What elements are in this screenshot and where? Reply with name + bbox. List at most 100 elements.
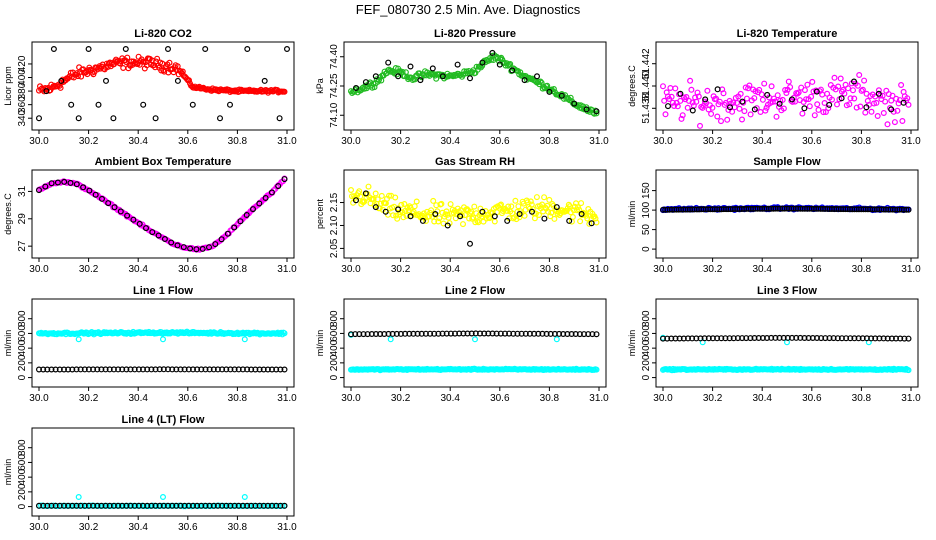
panel-title: Line 2 Flow xyxy=(445,285,505,297)
data-point-reference xyxy=(414,330,421,337)
data-point-reference xyxy=(58,77,65,84)
data-point-reference xyxy=(905,206,912,213)
data-point-reference xyxy=(206,502,213,509)
data-point-reference xyxy=(94,502,101,509)
data-point-reference xyxy=(277,366,284,373)
data-point-primary xyxy=(400,214,407,221)
panel-title: Ambient Box Temperature xyxy=(95,156,232,168)
data-point-reference xyxy=(514,330,521,337)
panel-title: Sample Flow xyxy=(753,156,821,168)
y-tick-label: 800 xyxy=(641,310,652,327)
data-point-primary xyxy=(856,71,863,78)
data-point-reference xyxy=(127,502,134,509)
data-point-reference xyxy=(353,197,360,204)
data-point-primary xyxy=(884,121,891,128)
data-point-primary xyxy=(438,200,445,207)
data-point-reference xyxy=(801,335,808,342)
marks-line1-flow xyxy=(35,328,288,373)
data-point-primary xyxy=(593,110,600,117)
data-point-reference xyxy=(780,334,787,341)
x-tick-label: 30.4 xyxy=(440,393,460,404)
data-point-reference xyxy=(140,366,147,373)
data-point-reference xyxy=(583,106,590,113)
x-tick-label: 30.6 xyxy=(178,522,198,533)
data-point-primary xyxy=(747,111,754,118)
y-axis-label: degrees.C xyxy=(627,65,637,107)
data-point-primary xyxy=(861,77,868,84)
data-point-reference xyxy=(160,502,167,509)
data-point-primary xyxy=(851,95,858,102)
data-point-reference xyxy=(250,206,257,213)
data-point-reference xyxy=(535,330,542,337)
data-point-primary-dips xyxy=(553,336,560,343)
data-point-primary xyxy=(474,218,481,225)
data-point-reference xyxy=(502,330,509,337)
data-point-reference xyxy=(479,59,486,66)
data-point-primary xyxy=(704,87,711,94)
data-point-reference xyxy=(173,502,180,509)
x-tick-label: 30.0 xyxy=(653,136,673,147)
data-point-primary xyxy=(505,203,512,210)
data-point-primary xyxy=(720,90,727,97)
y-tick-label: 2.10 xyxy=(329,215,340,235)
data-point-primary xyxy=(811,112,818,119)
data-point-primary xyxy=(661,97,668,104)
y-tick-label: 0 xyxy=(641,374,652,380)
y-tick-label: 400 xyxy=(17,468,28,485)
y-tick-label: 2.15 xyxy=(329,192,340,212)
data-point-primary xyxy=(371,84,378,91)
data-point-reference xyxy=(467,240,474,247)
x-tick-label: 30.2 xyxy=(391,393,411,404)
data-point-reference xyxy=(227,101,234,108)
x-tick-label: 30.2 xyxy=(79,264,99,275)
data-point-reference xyxy=(123,366,130,373)
data-point-reference xyxy=(144,366,151,373)
data-point-reference xyxy=(402,330,409,337)
data-point-reference xyxy=(42,183,49,190)
data-point-reference xyxy=(382,208,389,215)
data-point-reference xyxy=(173,366,180,373)
data-point-reference xyxy=(237,218,244,225)
plot-frame xyxy=(343,41,607,131)
data-point-primary xyxy=(426,213,433,220)
data-point-primary xyxy=(717,118,724,125)
data-point-reference xyxy=(127,366,134,373)
data-point-reference xyxy=(427,330,434,337)
data-point-primary xyxy=(714,113,721,120)
data-point-primary xyxy=(507,60,514,67)
x-tick-label: 30.4 xyxy=(128,522,148,533)
panel-title: Line 3 Flow xyxy=(757,285,817,297)
data-point-reference xyxy=(115,366,122,373)
data-point-reference xyxy=(185,502,192,509)
x-tick-label: 30.0 xyxy=(29,522,49,533)
data-point-primary xyxy=(73,70,80,77)
data-point-primary xyxy=(899,117,906,124)
data-point-primary xyxy=(724,116,731,123)
data-point-reference xyxy=(73,366,80,373)
data-point-primary xyxy=(709,104,716,111)
marks-sample-flow xyxy=(659,204,912,214)
data-point-primary xyxy=(78,73,85,80)
data-point-primary xyxy=(541,194,548,201)
data-point-reference xyxy=(130,216,137,223)
x-tick-label: 30.2 xyxy=(703,264,723,275)
data-point-reference xyxy=(714,86,721,93)
data-point-primary xyxy=(785,78,792,85)
data-point-primary xyxy=(447,201,454,208)
x-tick-label: 30.0 xyxy=(341,136,361,147)
data-point-reference xyxy=(429,65,436,72)
data-point-primary xyxy=(136,61,143,68)
data-point-primary xyxy=(695,93,702,100)
data-point-primary xyxy=(716,98,723,105)
data-point-reference xyxy=(764,91,771,98)
data-point-reference xyxy=(198,502,205,509)
x-tick-label: 30.2 xyxy=(79,136,99,147)
x-tick-label: 30.4 xyxy=(440,136,460,147)
y-tick-label: 400 xyxy=(329,339,340,356)
data-point-primary xyxy=(783,89,790,96)
data-point-reference xyxy=(256,502,263,509)
data-point-reference xyxy=(202,502,209,509)
y-axis-label: percent xyxy=(315,198,325,229)
data-point-reference xyxy=(504,217,511,224)
data-point-primary xyxy=(491,218,498,225)
